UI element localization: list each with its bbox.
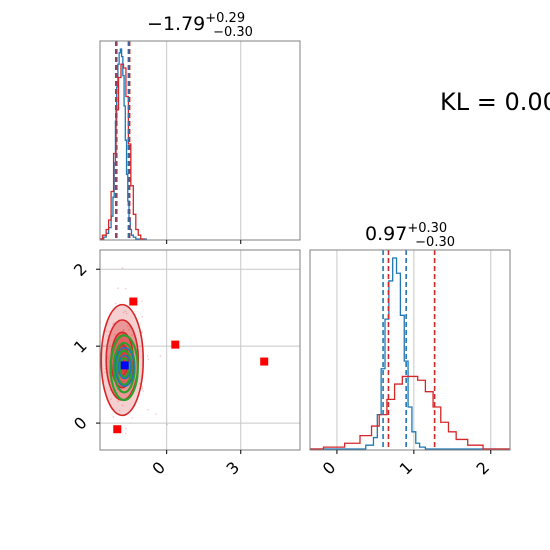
sample-point	[105, 330, 107, 332]
marker-red	[260, 357, 269, 366]
y-tick-label: 1	[70, 336, 91, 357]
title-bottom-right: 0.97+0.30 −0.30	[365, 221, 455, 250]
title-bottom-right-value: 0.97	[365, 223, 407, 245]
sample-point	[98, 364, 100, 366]
sample-point	[147, 358, 150, 361]
sample-point	[121, 404, 124, 407]
sample-point	[114, 302, 117, 305]
sample-point	[124, 310, 127, 312]
sample-point	[159, 355, 162, 357]
x-tick-label: 0	[319, 458, 340, 479]
sample-point	[125, 427, 127, 430]
sample-point	[110, 398, 112, 400]
sample-point	[121, 339, 124, 342]
sample-point	[128, 328, 130, 331]
contour-green	[109, 334, 139, 402]
sample-point	[114, 333, 116, 336]
sample-point	[141, 387, 144, 390]
kl-annotation: KL = 0.00	[440, 88, 550, 116]
sample-point	[147, 408, 149, 411]
marker-red	[129, 297, 138, 306]
sample-point	[138, 383, 141, 385]
sample-point	[141, 331, 143, 334]
sample-point	[108, 330, 110, 333]
sample-point	[113, 322, 115, 324]
sample-point	[140, 300, 143, 302]
sample-point	[121, 267, 124, 269]
axes-frame-bottom-left	[99, 249, 301, 451]
sample-point	[166, 423, 168, 426]
grid-top-left	[166, 41, 242, 240]
sample-point	[122, 380, 124, 383]
grid-bottom-right	[336, 250, 492, 450]
sample-point	[109, 355, 111, 357]
ticks-top-left	[166, 240, 242, 244]
x-tick-label: 3	[223, 458, 244, 479]
x-tick-label: 1	[396, 458, 417, 479]
title-top-left-minus: −0.30	[213, 25, 253, 40]
sample-point	[117, 287, 119, 290]
histogram-series-red	[100, 63, 145, 240]
sample-point	[114, 348, 116, 351]
sample-point	[147, 355, 149, 357]
contour-blue	[117, 354, 132, 380]
sample-point	[107, 358, 110, 360]
sample-point	[122, 329, 125, 331]
sample-point	[98, 355, 100, 357]
title-top-left: −1.79+0.29 −0.30	[147, 11, 253, 40]
axes-frame-bottom-right	[309, 249, 511, 451]
histogram-series-blue	[100, 48, 147, 240]
sample-point	[102, 345, 105, 347]
sample-point	[142, 390, 145, 392]
title-bottom-right-plus: +0.30	[407, 221, 447, 236]
title-bottom-right-minus: −0.30	[415, 235, 455, 250]
sample-point	[124, 432, 127, 435]
sample-point	[117, 400, 119, 403]
y-tick-label: 2	[70, 259, 91, 280]
x-tick-label: 0	[148, 458, 169, 479]
sample-point	[112, 416, 115, 418]
sample-point	[106, 356, 109, 358]
sample-point	[126, 325, 129, 327]
sample-point	[122, 332, 124, 335]
axes-frame-top-left	[99, 40, 301, 241]
histogram-series-blue	[310, 257, 510, 450]
title-top-left-plus: +0.29	[205, 11, 245, 26]
sample-point	[109, 380, 111, 382]
panel-bottom-right: 0 1 2 0.97+0.30 −0.30	[309, 221, 511, 478]
sample-point	[118, 409, 121, 412]
sample-point	[112, 323, 114, 325]
title-top-left-value: −1.79	[147, 13, 205, 35]
y-tick-label: 0	[70, 413, 91, 434]
ticks-bottom-right: 0 1 2	[319, 450, 493, 478]
sample-point	[124, 287, 127, 290]
scatter-bottom-left	[98, 267, 269, 435]
sample-point	[122, 329, 125, 332]
sample-point	[131, 334, 133, 337]
contour-blue	[114, 346, 135, 387]
sample-point	[109, 389, 111, 392]
sample-point	[155, 413, 157, 415]
ticks-bottom-left: 0 3 0 1 2	[70, 259, 243, 478]
sample-point	[141, 316, 144, 318]
marker-blue	[120, 361, 129, 370]
sample-point	[104, 371, 106, 374]
histogram-series-red	[310, 375, 510, 450]
sample-point	[123, 311, 125, 314]
sample-point	[141, 385, 144, 388]
histogram-bottom-right	[310, 250, 510, 450]
sample-point	[116, 388, 118, 391]
sample-point	[131, 417, 134, 419]
sample-point	[125, 312, 128, 315]
x-tick-label: 2	[473, 458, 494, 479]
marker-red	[171, 340, 180, 349]
marker-red	[113, 425, 122, 434]
panel-top-left: −1.79+0.29 −0.30	[99, 11, 301, 244]
panel-bottom-left: 0 3 0 1 2	[70, 249, 301, 478]
histogram-top-left	[100, 41, 147, 240]
